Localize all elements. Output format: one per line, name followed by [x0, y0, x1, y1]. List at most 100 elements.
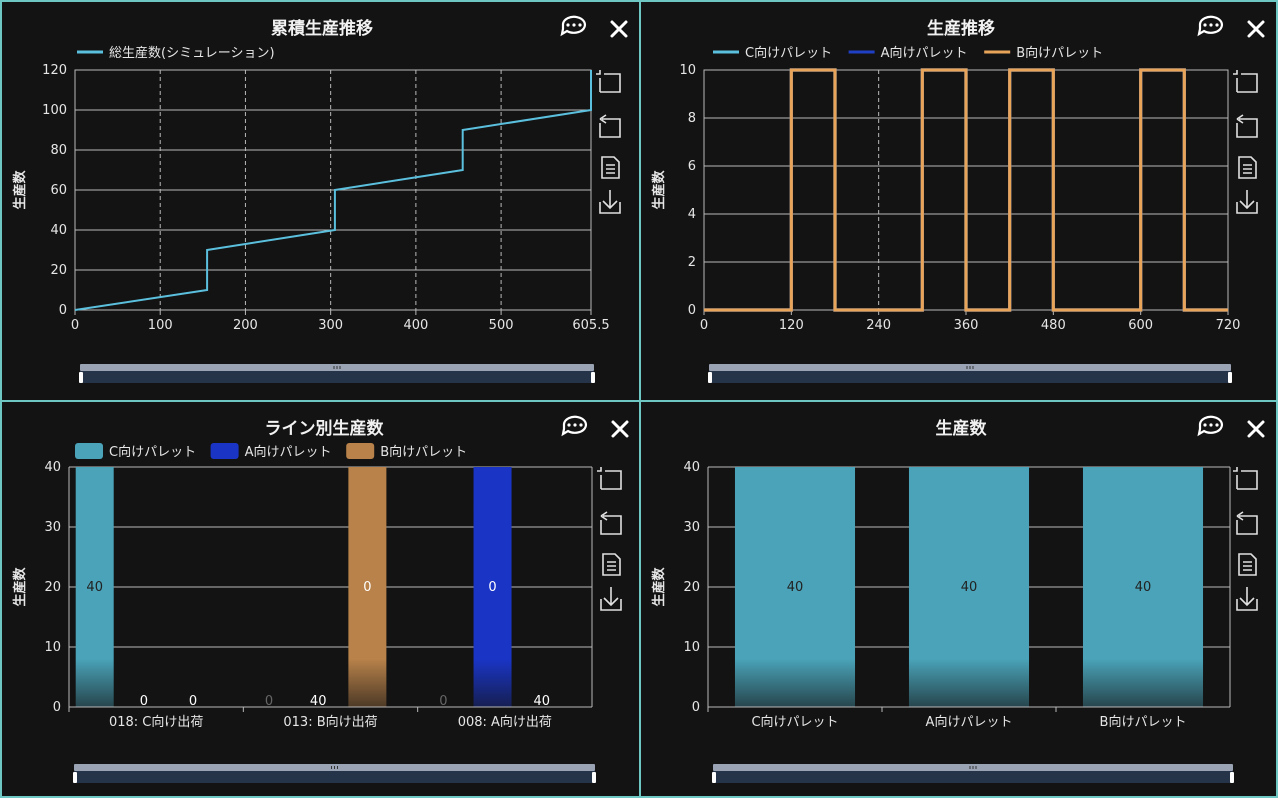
bar[interactable]	[1082, 467, 1204, 707]
zoom-icon[interactable]	[1233, 70, 1258, 93]
datazoom-handle-left[interactable]	[708, 372, 712, 383]
chart-title: 累積生産推移	[271, 18, 373, 39]
bar[interactable]	[473, 467, 512, 707]
data-view-icon[interactable]	[1238, 156, 1257, 179]
legend-item[interactable]: A向けパレット	[210, 443, 332, 460]
legend-item[interactable]: A向けパレット	[848, 45, 968, 61]
zoom-icon[interactable]	[1233, 467, 1258, 490]
bar[interactable]	[908, 467, 1030, 707]
y-tick-label: 4	[688, 207, 696, 222]
close-icon[interactable]	[611, 420, 629, 438]
legend-item[interactable]: 総生産数(シミュレーション)	[77, 45, 275, 61]
save-image-glyph	[1236, 190, 1258, 214]
line-production-panel: ライン別生産数 生産数 0 10 20 30 40 018: C向け出荷 40 0 0 013: B向…	[0, 400, 641, 798]
x-tick-label: 0	[71, 318, 79, 333]
zoom-reset-icon[interactable]	[1236, 511, 1258, 535]
x-tick-label: 018: C向け出荷	[109, 714, 203, 730]
data-view-icon[interactable]	[1238, 553, 1257, 576]
legend-label: B向けパレット	[1016, 45, 1103, 61]
comment-bubble	[1197, 415, 1224, 437]
save-image-glyph	[599, 190, 621, 214]
bar-value-label: 0	[363, 580, 371, 595]
y-tick-label: 120	[42, 63, 67, 78]
data-view-glyph	[1238, 156, 1257, 179]
comment-icon[interactable]	[1197, 15, 1224, 37]
bar-value-label: 0	[140, 694, 148, 709]
y-tick-label: 100	[42, 103, 67, 118]
datazoom-grip	[969, 766, 977, 769]
datazoom-track[interactable]	[80, 371, 594, 383]
x-tick-label: 100	[148, 318, 173, 333]
save-image-icon[interactable]	[1236, 190, 1258, 214]
datazoom-grip	[333, 366, 341, 369]
zoom-icon[interactable]	[597, 467, 622, 490]
comment-dot	[1209, 23, 1213, 27]
close-icon[interactable]	[1247, 20, 1265, 38]
legend-item[interactable]: B向けパレット	[346, 443, 467, 460]
series-line	[704, 68, 1228, 312]
bar-value-label: 0	[488, 580, 496, 595]
close-icon[interactable]	[610, 20, 628, 38]
datazoom-handle-left[interactable]	[79, 372, 83, 383]
legend-item[interactable]: B向けパレット	[984, 45, 1103, 61]
comment-dot	[566, 23, 570, 27]
legend-item[interactable]: C向けパレット	[713, 45, 832, 61]
close-icon[interactable]	[1247, 420, 1265, 438]
datazoom-track[interactable]	[713, 771, 1233, 783]
legend-label: A向けパレット	[245, 444, 332, 460]
bar-value-label: 0	[189, 694, 197, 709]
y-tick-label: 40	[683, 460, 700, 475]
comment-dot	[573, 423, 577, 427]
x-tick-label: 720	[1216, 318, 1241, 333]
y-tick-label: 0	[688, 303, 696, 318]
save-image-icon[interactable]	[600, 587, 622, 611]
comment-dot	[572, 23, 576, 27]
comment-icon[interactable]	[1197, 415, 1224, 437]
plot-frame	[74, 69, 592, 311]
save-image-icon[interactable]	[599, 190, 621, 214]
y-tick-label: 2	[688, 255, 696, 270]
legend-item[interactable]: C向けパレット	[75, 443, 196, 460]
legend-label: 総生産数(シミュレーション)	[109, 45, 275, 61]
data-view-glyph	[602, 553, 621, 576]
save-image-icon[interactable]	[1236, 587, 1258, 611]
datazoom-handle-right[interactable]	[591, 372, 595, 383]
legend-label: C向けパレット	[745, 45, 832, 61]
bar-value-label: 40	[961, 580, 978, 595]
legend-swatch	[75, 443, 103, 459]
comment-icon[interactable]	[560, 15, 587, 37]
data-view-icon[interactable]	[601, 156, 620, 179]
zoom-glyph	[1233, 70, 1258, 93]
datazoom-track[interactable]	[74, 771, 595, 783]
comment-dot	[578, 23, 582, 27]
bar[interactable]	[75, 467, 114, 707]
datazoom-handle-left[interactable]	[712, 772, 716, 783]
datazoom-handle-left[interactable]	[73, 772, 77, 783]
datazoom-track[interactable]	[709, 371, 1231, 383]
x-tick-label: 360	[954, 318, 979, 333]
zoom-reset-icon[interactable]	[600, 511, 622, 535]
y-tick-label: 8	[688, 111, 696, 126]
datazoom-handle-right[interactable]	[592, 772, 596, 783]
zoom-reset-icon[interactable]	[599, 114, 621, 138]
datazoom-handle-right[interactable]	[1230, 772, 1234, 783]
zoom-reset-icon[interactable]	[1236, 114, 1258, 138]
comment-bubble	[1197, 15, 1224, 37]
datazoom-handle-right[interactable]	[1228, 372, 1232, 383]
zoom-icon[interactable]	[596, 70, 621, 93]
comment-bubble	[561, 415, 588, 437]
y-tick-label: 10	[683, 640, 700, 655]
bar[interactable]	[348, 467, 387, 707]
comment-icon[interactable]	[561, 415, 588, 437]
legend-label: C向けパレット	[109, 444, 196, 460]
bar-value-label: 40	[533, 694, 550, 709]
x-tick-label: 600	[1128, 318, 1153, 333]
zoom-glyph	[596, 70, 621, 93]
x-tick-label: 500	[489, 318, 514, 333]
y-tick-label: 80	[50, 143, 67, 158]
bar[interactable]	[734, 467, 856, 707]
data-view-icon[interactable]	[602, 553, 621, 576]
x-tick-label: 008: A向け出荷	[458, 714, 552, 730]
